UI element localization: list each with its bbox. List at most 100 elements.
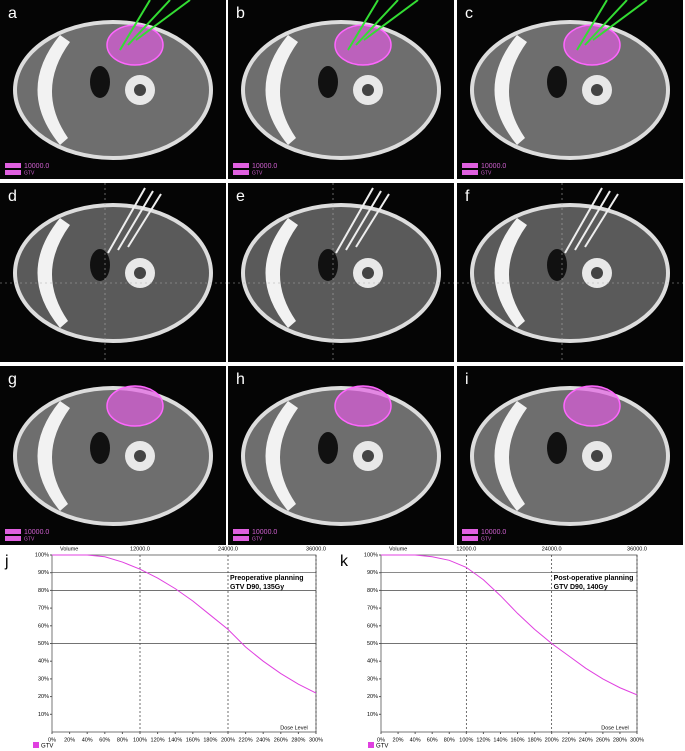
needle: [355, 193, 390, 248]
x-tick-label: 240%: [256, 737, 270, 743]
needle: [564, 187, 603, 254]
ct-panel: e: [228, 183, 454, 362]
ct-panel: d: [0, 183, 226, 362]
legend-swatch: [462, 163, 478, 168]
vertebra-canal: [134, 267, 146, 279]
legend-swatch: [5, 163, 21, 168]
needle-path: [584, 0, 628, 46]
legend-label: GTV: [481, 536, 492, 542]
legend-label: 10000.0: [24, 529, 49, 536]
y-tick-label: 90%: [38, 570, 49, 576]
mandible: [265, 218, 298, 328]
needle: [107, 187, 146, 254]
panel-label: b: [236, 5, 245, 22]
gtv-contour: [563, 24, 621, 66]
x-tick-label: 140%: [168, 737, 182, 743]
y-tick-label: 60%: [367, 623, 378, 629]
body: [17, 207, 209, 339]
airway: [547, 432, 567, 464]
x-tick-label: 240%: [579, 737, 593, 743]
x2-tick-label: 24000.0: [542, 546, 562, 552]
legend-label: 10000.0: [481, 529, 506, 536]
x-tick-label: 300%: [309, 737, 323, 743]
legend-swatch: [462, 529, 478, 534]
dvh-curve: [381, 554, 638, 696]
annotation: Post-operative planning: [554, 575, 634, 582]
x-tick-label: 180%: [528, 737, 542, 743]
x-tick-label: 20%: [393, 737, 404, 743]
x-axis-label: Dose Level: [601, 725, 629, 731]
x-tick-label: 120%: [476, 737, 490, 743]
needle-path: [127, 0, 171, 46]
needle: [335, 187, 374, 254]
mandible: [37, 401, 70, 511]
x-tick-label: 140%: [493, 737, 507, 743]
legend-label: 10000.0: [481, 163, 506, 170]
annotation: GTV D90, 140Gy: [554, 584, 608, 591]
legend-swatch: [5, 536, 21, 541]
y-tick-label: 20%: [38, 694, 49, 700]
panel-label: k: [340, 553, 349, 570]
annotation: Preoperative planning: [230, 575, 304, 582]
x-tick-label: 100%: [133, 737, 147, 743]
x-tick-label: 260%: [274, 737, 288, 743]
legend-label: 10000.0: [24, 163, 49, 170]
annotation: GTV D90, 135Gy: [230, 584, 284, 591]
x-tick-label: 60%: [427, 737, 438, 743]
legend-label: GTV: [481, 170, 492, 176]
x-tick-label: 300%: [630, 737, 644, 743]
y-tick-label: 90%: [367, 570, 378, 576]
needle: [345, 190, 382, 251]
legend-swatch: [5, 170, 21, 175]
y-tick-label: 10%: [38, 712, 49, 718]
x-tick-label: 40%: [410, 737, 421, 743]
y-tick-label: 50%: [38, 641, 49, 647]
y-tick-label: 20%: [367, 694, 378, 700]
x-tick-label: 0%: [48, 737, 56, 743]
needle-path: [576, 0, 608, 51]
x-axis-label: Dose Level: [280, 725, 308, 731]
x-tick-label: 100%: [459, 737, 473, 743]
x2-tick-label: 36000.0: [627, 546, 647, 552]
legend-swatch: [233, 529, 249, 534]
airway: [547, 249, 567, 281]
body: [17, 24, 209, 156]
needle: [584, 193, 619, 248]
legend-swatch: [5, 529, 21, 534]
y-tick-label: 80%: [38, 588, 49, 594]
x-tick-label: 60%: [99, 737, 110, 743]
y-tick-label: 70%: [367, 606, 378, 612]
panel-label: i: [465, 371, 469, 388]
legend-swatch: [233, 170, 249, 175]
x-tick-label: 20%: [64, 737, 75, 743]
gtv-contour: [106, 385, 164, 427]
y-axis-label: Volume: [60, 546, 78, 552]
body: [245, 207, 437, 339]
vertebra-canal: [591, 84, 603, 96]
body: [245, 24, 437, 156]
legend-swatch: [233, 536, 249, 541]
x-tick-label: 80%: [117, 737, 128, 743]
mandible: [494, 35, 527, 145]
mandible: [37, 35, 70, 145]
vertebra-canal: [362, 450, 374, 462]
dvh-curve: [52, 554, 317, 694]
x-tick-label: 260%: [596, 737, 610, 743]
body: [17, 390, 209, 522]
needle-path: [347, 0, 379, 51]
vertebra-canal: [362, 84, 374, 96]
needle-path: [363, 0, 419, 41]
gtv-contour: [334, 24, 392, 66]
airway: [90, 66, 110, 98]
vertebra-canal: [591, 267, 603, 279]
x-tick-label: 80%: [444, 737, 455, 743]
needle: [117, 190, 154, 251]
needle-path: [119, 0, 151, 51]
vertebra-canal: [362, 267, 374, 279]
x-tick-label: 0%: [377, 737, 385, 743]
legend-label: GTV: [24, 170, 35, 176]
